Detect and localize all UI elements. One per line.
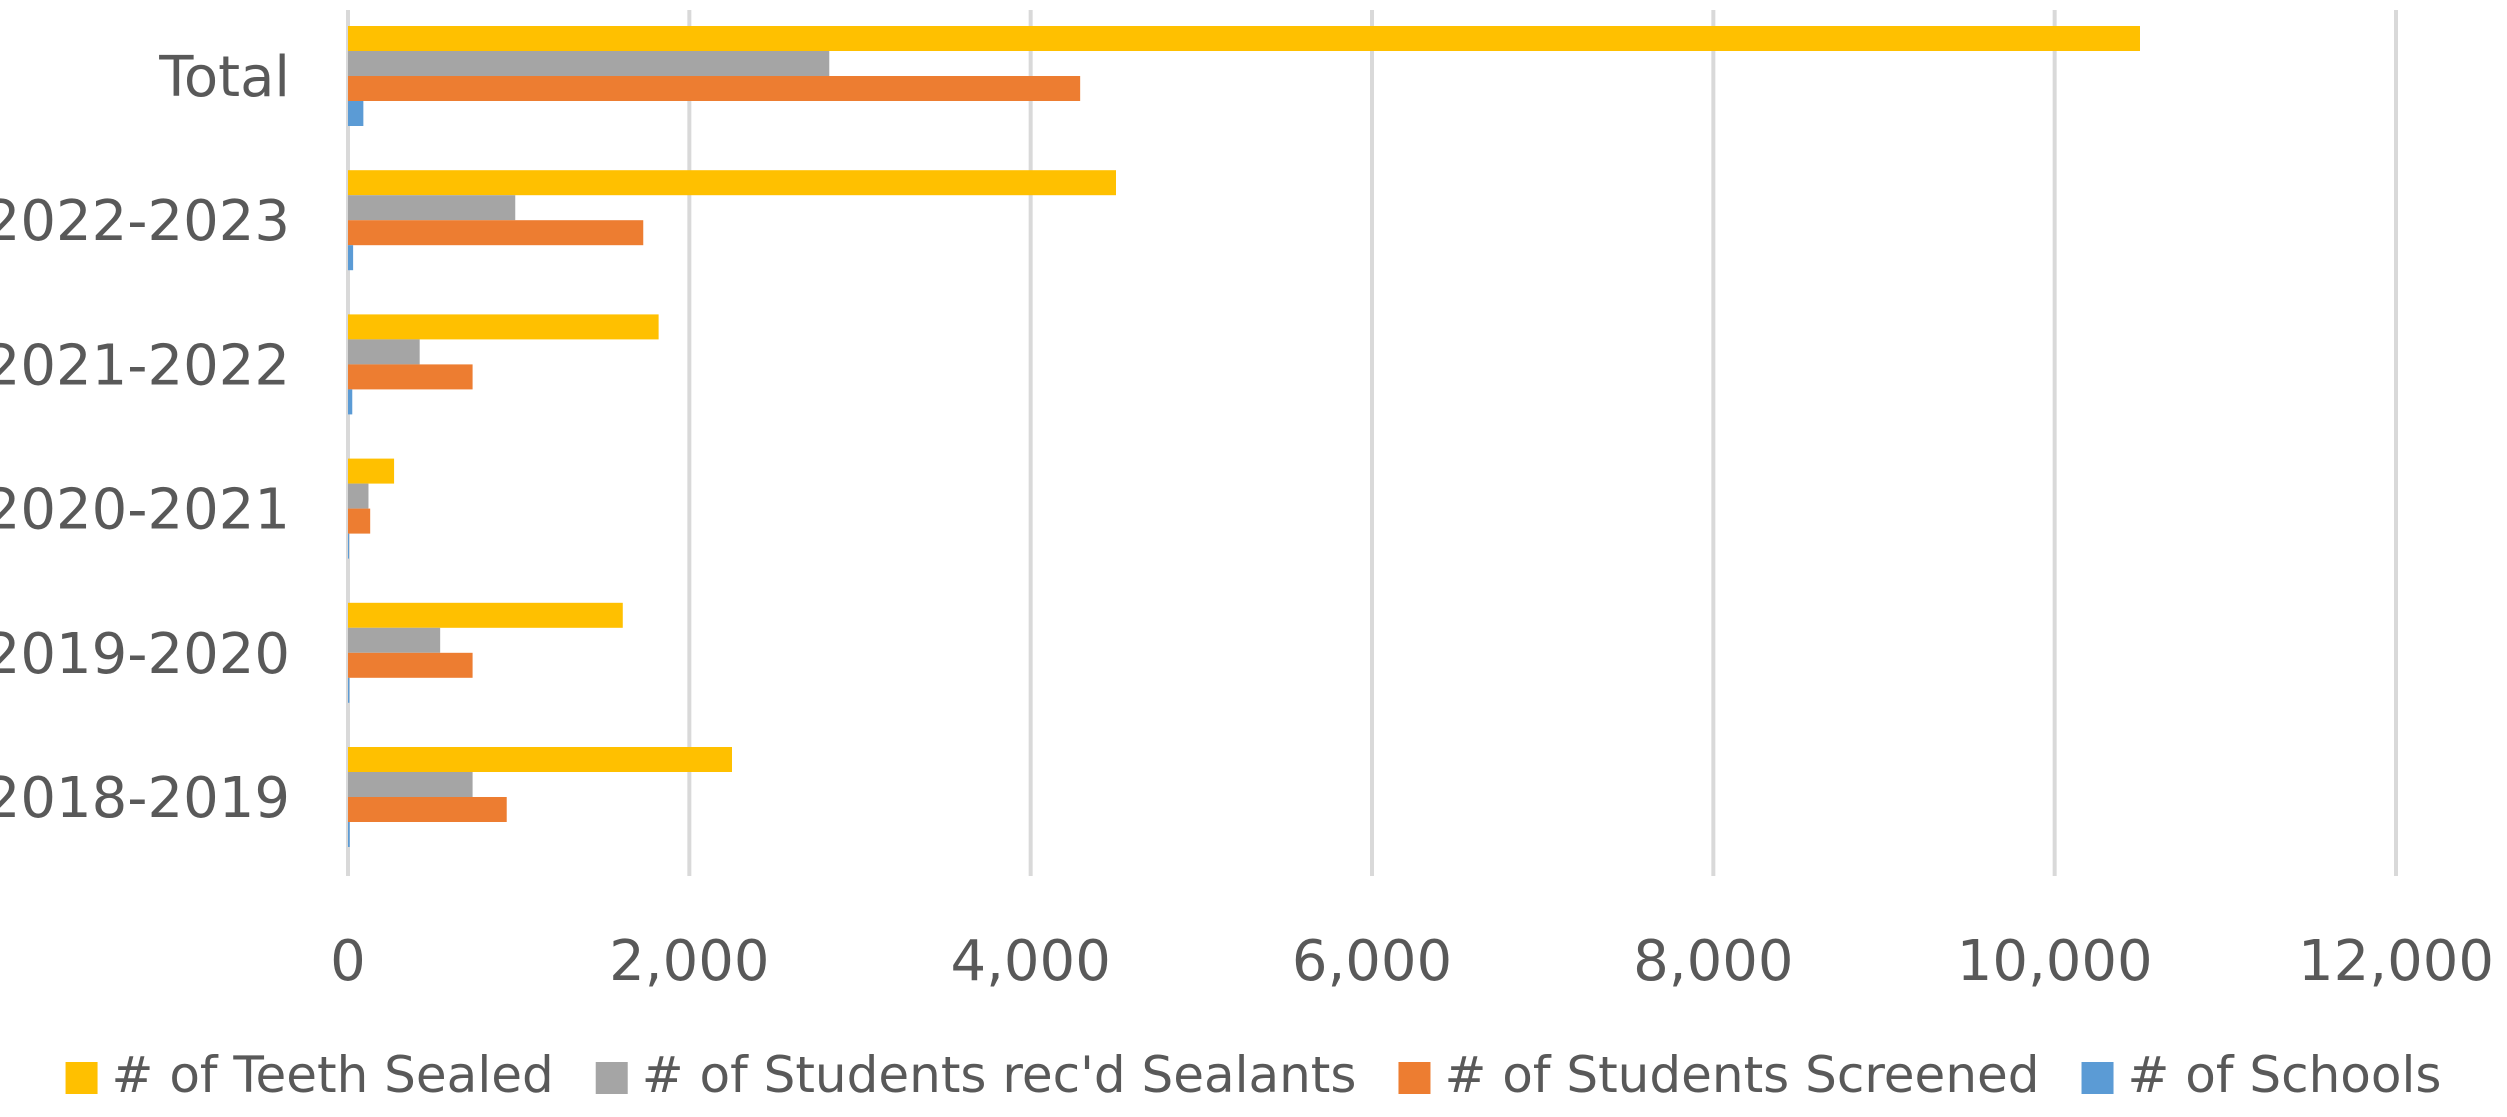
- legend-swatch: [65, 1062, 98, 1094]
- bar-of-students-screened: [348, 797, 507, 822]
- gridlines: [346, 10, 2398, 876]
- bar-of-schools: [348, 677, 350, 703]
- bar-of-schools: [348, 101, 364, 126]
- bars: [348, 26, 2140, 847]
- x-tick-label: 4,000: [951, 929, 1111, 994]
- bar-of-teeth-sealed: [348, 26, 2140, 51]
- legend-item-of-students-rec-d-sealants: # of Students rec'd Sealants: [595, 1046, 1357, 1104]
- category-label: 2020-2021: [0, 478, 290, 543]
- x-tick-labels: 0 2,000 4,000 6,000 8,000 10,000 12,000: [330, 929, 2494, 994]
- bar-of-students-screened: [348, 364, 473, 390]
- legend: # of Teeth Sealed # of Students rec'd Sea…: [65, 1046, 2442, 1104]
- x-tick-label: 2,000: [609, 929, 769, 994]
- x-tick-label: 12,000: [2298, 929, 2494, 994]
- bar-of-schools: [348, 822, 350, 847]
- category-label: 2018-2019: [0, 766, 290, 831]
- bar-of-teeth-sealed: [348, 747, 732, 772]
- bar-of-schools: [348, 245, 354, 271]
- category-label: Total: [158, 45, 290, 110]
- bar-of-schools: [348, 389, 353, 415]
- category-labels: Total 2022-2023 2021-2022 2020-2021 2019-202…: [0, 45, 290, 831]
- legend-item-of-students-screened: # of Students Screened: [1398, 1046, 2040, 1104]
- bar-of-students-rec-d-sealants: [348, 627, 441, 653]
- bar-of-students-screened: [348, 76, 1081, 101]
- bar-of-students-rec-d-sealants: [348, 339, 420, 365]
- bar-of-teeth-sealed: [348, 314, 659, 340]
- category-label: 2021-2022: [0, 333, 290, 398]
- x-tick-label: 0: [330, 929, 366, 994]
- legend-label: # of Students Screened: [1444, 1046, 2039, 1104]
- x-tick-label: 10,000: [1957, 929, 2153, 994]
- category-label: 2019-2020: [0, 622, 290, 687]
- bar-of-students-rec-d-sealants: [348, 483, 369, 509]
- legend-swatch: [2081, 1062, 2114, 1094]
- bar-of-students-rec-d-sealants: [348, 195, 516, 221]
- bar-of-students-screened: [348, 508, 371, 534]
- x-tick-label: 6,000: [1292, 929, 1452, 994]
- legend-item-of-teeth-sealed: # of Teeth Sealed: [65, 1046, 554, 1104]
- bar-of-teeth-sealed: [348, 458, 395, 484]
- legend-item-of-schools: # of Schools: [2081, 1046, 2442, 1104]
- bar-of-schools: [348, 533, 349, 559]
- legend-swatch: [595, 1062, 628, 1094]
- bar-of-students-rec-d-sealants: [348, 51, 830, 76]
- legend-swatch: [1398, 1062, 1431, 1094]
- legend-label: # of Teeth Sealed: [112, 1046, 554, 1104]
- legend-label: # of Schools: [2128, 1046, 2442, 1104]
- legend-label: # of Students rec'd Sealants: [642, 1046, 1357, 1104]
- bar-of-teeth-sealed: [348, 602, 623, 628]
- x-tick-label: 8,000: [1633, 929, 1793, 994]
- bar-of-students-screened: [348, 652, 473, 678]
- bar-of-students-screened: [348, 220, 644, 246]
- category-label: 2022-2023: [0, 189, 290, 254]
- bar-of-teeth-sealed: [348, 170, 1116, 196]
- bar-of-students-rec-d-sealants: [348, 772, 473, 797]
